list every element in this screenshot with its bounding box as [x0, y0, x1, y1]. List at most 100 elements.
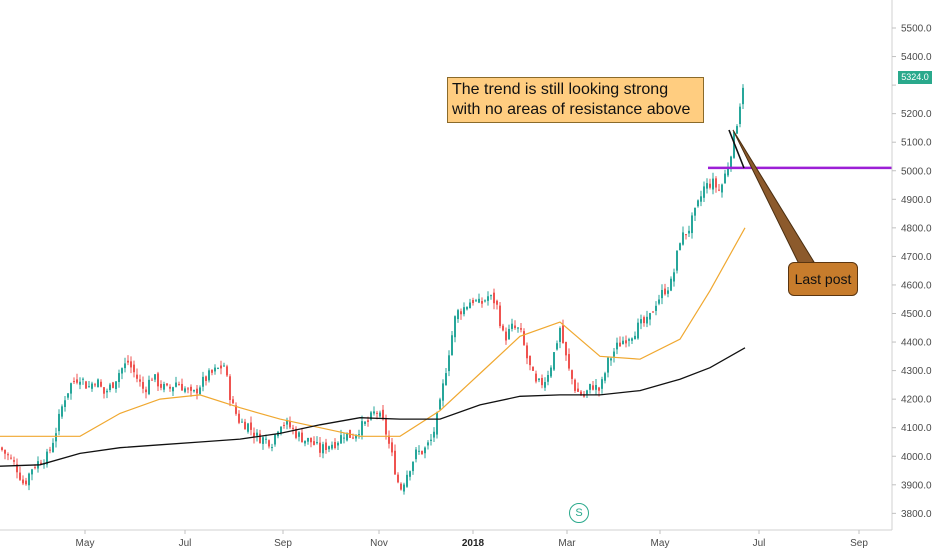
candle-body	[211, 369, 213, 373]
y-tick-label: 5200.0	[901, 109, 932, 120]
candle-body	[580, 391, 582, 396]
candle-body	[472, 299, 474, 304]
candle-body	[148, 379, 150, 395]
candle-body	[187, 388, 189, 390]
candle-body	[274, 434, 276, 445]
candle-body	[85, 381, 87, 389]
callout-pointer	[732, 129, 815, 265]
candle-body	[688, 230, 690, 234]
candle-body	[703, 186, 705, 198]
candle-body	[256, 432, 258, 436]
candle-body	[31, 469, 33, 475]
candle-body	[361, 421, 363, 436]
candle-body	[202, 376, 204, 387]
candle-body	[520, 328, 522, 330]
candle-body	[307, 437, 309, 442]
candle-body	[568, 354, 570, 369]
candle-body	[649, 313, 651, 320]
last-price-label: 5324.0	[901, 72, 929, 82]
candle-body	[661, 289, 663, 299]
candle-body	[640, 319, 642, 324]
y-tick-label: 4600.0	[901, 280, 932, 291]
candle-body	[508, 328, 510, 340]
candle-body	[571, 370, 573, 379]
candle-body	[28, 473, 30, 486]
candle-body	[694, 207, 696, 216]
candle-body	[373, 411, 375, 414]
candle-body	[136, 374, 138, 379]
candle-body	[139, 379, 141, 382]
candle-body	[385, 418, 387, 435]
candle-body	[79, 381, 81, 385]
pointer-line	[728, 129, 745, 169]
candle-body	[517, 327, 519, 329]
trend-annotation-line1: The trend is still looking strong	[452, 81, 669, 98]
candle-body	[4, 449, 6, 454]
candle-body	[34, 467, 36, 469]
candle-body	[715, 178, 717, 188]
candle-body	[481, 301, 483, 304]
candle-body	[493, 292, 495, 304]
candle-body	[664, 288, 666, 295]
candle-body	[505, 331, 507, 341]
candle-body	[52, 442, 54, 453]
candle-body	[88, 386, 90, 388]
candle-body	[439, 399, 441, 410]
candle-body	[454, 316, 456, 338]
candle-body	[553, 352, 555, 370]
candle-body	[25, 480, 27, 485]
candle-body	[286, 420, 288, 425]
candle-body	[346, 432, 348, 441]
candle-body	[433, 431, 435, 438]
candle-body	[412, 461, 414, 472]
candle-body	[94, 384, 96, 386]
time-axis[interactable]: May Jul Sep Nov 2018 Mar May Jul Sep	[76, 530, 869, 549]
candle-body	[238, 413, 240, 423]
candle-body	[643, 317, 645, 324]
candle-body	[289, 421, 291, 428]
candle-body	[322, 444, 324, 454]
candle-body	[538, 378, 540, 381]
candle-body	[706, 183, 708, 189]
trend-annotation[interactable]: The trend is still looking strong with n…	[447, 77, 704, 123]
candle-body	[436, 412, 438, 435]
last-post-callout[interactable]: Last post	[788, 262, 858, 296]
candle-body	[250, 422, 252, 430]
candle-body	[172, 387, 174, 392]
candle-body	[331, 444, 333, 449]
candle-body	[595, 385, 597, 390]
y-tick-label: 4500.0	[901, 309, 932, 320]
candle-body	[175, 382, 177, 387]
candle-body	[112, 382, 114, 388]
candle-body	[550, 367, 552, 377]
candle-body	[70, 383, 72, 394]
moving-averages-layer	[0, 227, 746, 467]
candle-body	[391, 442, 393, 453]
candle-body	[619, 342, 621, 347]
candle-body	[610, 358, 612, 361]
candle-body	[352, 437, 354, 439]
candle-body	[589, 383, 591, 390]
y-tick-label: 3900.0	[901, 480, 932, 491]
x-tick-label: May	[76, 538, 95, 549]
candle-body	[466, 306, 468, 310]
candle-body	[478, 298, 480, 303]
candle-body	[283, 424, 285, 426]
candle-body	[397, 474, 399, 483]
candle-body	[460, 311, 462, 315]
candle-body	[532, 366, 534, 371]
candle-body	[220, 365, 222, 369]
candle-body	[142, 382, 144, 389]
candle-body	[151, 379, 153, 381]
candle-body	[163, 383, 165, 390]
candle-body	[523, 331, 525, 345]
candle-body	[1, 447, 3, 450]
candle-body	[574, 379, 576, 391]
candle-body	[40, 462, 42, 465]
candle-body	[535, 373, 537, 382]
candle-body	[592, 385, 594, 390]
candle-body	[328, 446, 330, 450]
split-event-badge[interactable]: S	[569, 503, 589, 523]
price-axis[interactable]: 5500.0 5400.0 5200.0 5100.0 5000.0 4900.0 4800…	[892, 24, 932, 520]
x-tick-label: Jul	[753, 538, 766, 549]
